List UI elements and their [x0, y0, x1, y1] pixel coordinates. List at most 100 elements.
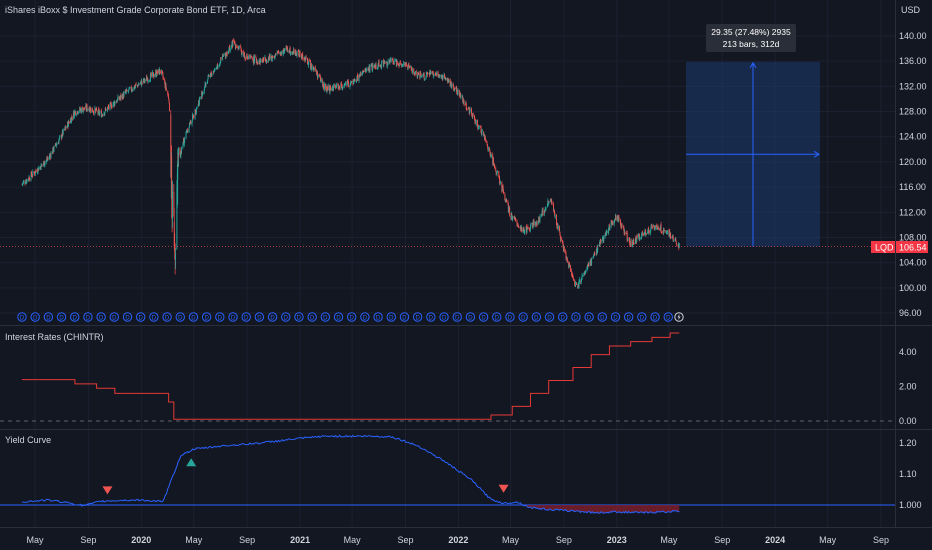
dividend-marker: D — [465, 312, 476, 322]
price-candle — [250, 56, 252, 58]
price-candle — [361, 73, 363, 75]
dividend-marker-circle — [571, 312, 581, 322]
price-candle — [35, 170, 37, 172]
price-candle — [241, 51, 243, 53]
price-candle — [323, 83, 325, 90]
price-candle — [507, 204, 509, 212]
dividend-marker: D — [558, 312, 568, 322]
price-candle — [542, 208, 544, 216]
price-candle — [165, 84, 167, 90]
price-candle — [222, 56, 224, 57]
price-candle — [279, 52, 281, 55]
dividend-marker: D — [571, 312, 581, 322]
price-candle — [289, 47, 291, 54]
price-candle — [33, 172, 35, 173]
price-candle — [270, 55, 272, 60]
price-candle — [214, 68, 216, 70]
dividend-marker-circle — [17, 312, 27, 322]
price-candle — [104, 112, 106, 115]
price-candle — [123, 92, 125, 97]
price-candle — [220, 57, 222, 63]
price-axis-label: 108.00 — [899, 232, 927, 242]
price-candle — [504, 200, 506, 201]
price-candle — [546, 205, 548, 208]
yield-pane-title[interactable]: Yield Curve — [5, 435, 51, 445]
price-axis-label: 120.00 — [899, 157, 927, 167]
yield-axis-label: 1.000 — [899, 500, 922, 510]
price-candle — [538, 217, 540, 221]
price-candle — [155, 71, 157, 77]
price-candle — [628, 237, 630, 243]
price-candle — [343, 86, 345, 88]
time-axis-label: Sep — [397, 535, 413, 545]
price-candle — [399, 61, 401, 65]
price-candle — [585, 270, 587, 273]
price-candle — [436, 71, 438, 75]
price-candle — [433, 76, 435, 78]
price-candle — [586, 267, 588, 271]
price-candle — [370, 65, 372, 67]
price-candle — [304, 59, 306, 61]
price-candle — [363, 71, 365, 73]
price-candle — [648, 231, 650, 233]
price-candle — [489, 151, 491, 155]
price-candle — [602, 236, 604, 238]
price-candle — [250, 56, 252, 58]
price-candle — [659, 228, 661, 231]
price-candle — [219, 63, 221, 64]
price-candle — [410, 66, 412, 68]
price-candle — [589, 261, 591, 266]
price-candle — [651, 227, 653, 228]
price-candle — [566, 258, 568, 262]
price-candle — [657, 228, 659, 230]
time-axis-label: May — [819, 535, 837, 545]
price-candle — [414, 72, 416, 74]
price-candle — [642, 233, 644, 236]
price-candle — [595, 254, 597, 256]
price-candle — [384, 61, 386, 64]
price-candle — [316, 72, 318, 78]
price-candle — [92, 110, 94, 112]
price-candle — [326, 86, 328, 91]
price-candle — [314, 67, 316, 72]
price-candle — [486, 142, 488, 144]
dividend-marker: D — [412, 312, 423, 322]
price-candle — [153, 76, 155, 78]
price-candle — [134, 87, 136, 89]
price-candle — [438, 75, 439, 77]
dividend-marker-circle — [320, 312, 331, 322]
price-candle — [445, 77, 447, 81]
price-candle — [544, 208, 546, 212]
price-candle — [539, 215, 541, 222]
dividend-marker: D — [267, 312, 278, 322]
price-candle — [597, 245, 599, 252]
price-candle — [563, 246, 565, 251]
price-candle — [515, 218, 517, 222]
dividend-marker-circle — [188, 312, 199, 322]
price-candle — [146, 76, 148, 81]
time-axis-label: Sep — [714, 535, 730, 545]
price-candle — [246, 53, 248, 59]
price-candle — [21, 183, 23, 185]
price-candle — [500, 182, 501, 184]
dividend-marker-letter: D — [587, 316, 592, 322]
price-candle — [381, 61, 383, 69]
rates-pane-title[interactable]: Interest Rates (CHINTR) — [5, 332, 104, 342]
price-candle — [256, 61, 258, 63]
price-candle — [119, 97, 121, 99]
dividend-marker: D — [175, 312, 185, 322]
price-candle — [68, 122, 70, 124]
chart-title[interactable]: iShares iBoxx $ Investment Grade Corpora… — [5, 5, 266, 15]
price-candle — [209, 74, 211, 78]
price-candle — [654, 226, 656, 229]
price-candle — [249, 56, 251, 59]
dividend-marker-circle — [663, 312, 673, 322]
price-tag-text: 106.54 — [899, 243, 927, 253]
price-candle — [392, 59, 394, 63]
dividend-marker-circle — [30, 312, 40, 322]
signal-up-triangle — [186, 458, 197, 467]
price-candle — [202, 93, 203, 96]
price-candle — [398, 64, 400, 66]
price-candle — [416, 71, 418, 74]
